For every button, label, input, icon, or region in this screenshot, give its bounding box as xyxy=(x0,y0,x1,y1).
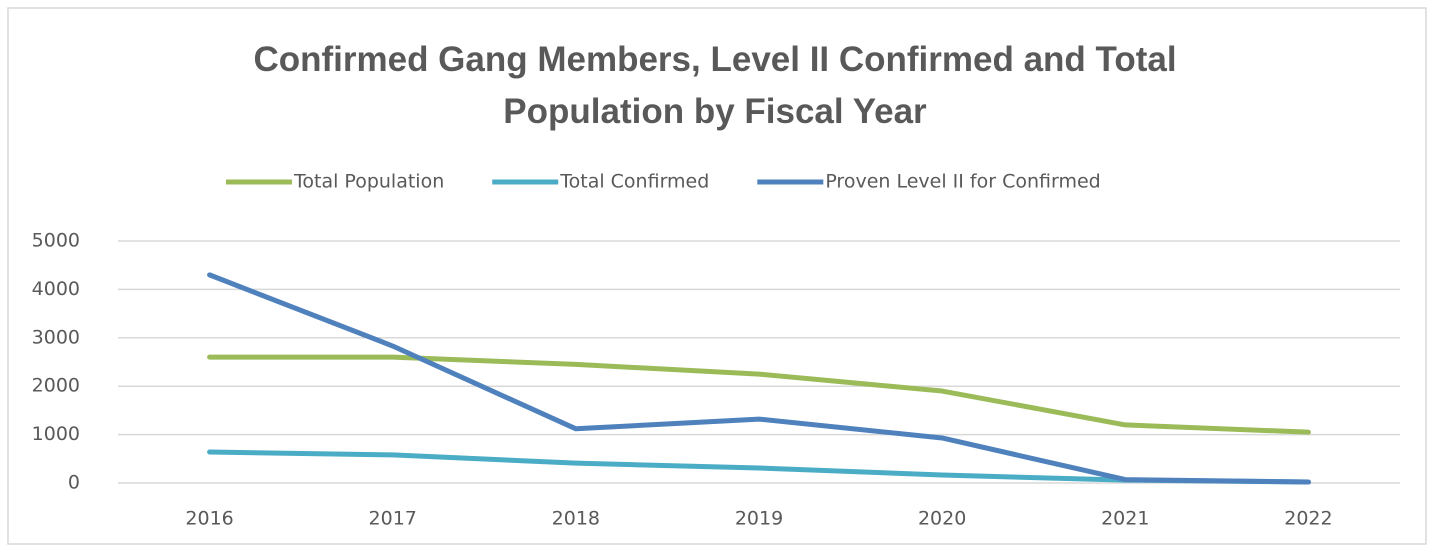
series-line xyxy=(207,354,1311,435)
x-tick-label: 2018 xyxy=(552,508,600,530)
y-tick-label: 4000 xyxy=(32,278,80,300)
y-tick-label: 0 xyxy=(68,472,80,494)
x-tick-label: 2016 xyxy=(185,508,233,530)
legend-label: Total Confirmed xyxy=(559,171,709,193)
x-tick-label: 2019 xyxy=(735,508,783,530)
y-tick-label: 2000 xyxy=(32,375,80,397)
y-tick-label: 3000 xyxy=(32,326,80,348)
legend-label: Total Population xyxy=(293,171,444,193)
x-tick-label: 2020 xyxy=(918,508,966,530)
x-tick-label: 2021 xyxy=(1101,508,1149,530)
y-tick-label: 5000 xyxy=(32,230,80,252)
legend-label: Proven Level II for Confirmed xyxy=(825,171,1100,193)
x-tick-label: 2017 xyxy=(369,508,417,530)
series-line xyxy=(207,272,1311,485)
chart-title: Confirmed Gang Members, Level II Confirm… xyxy=(253,40,1177,131)
x-tick-label: 2022 xyxy=(1284,508,1332,530)
y-tick-label: 1000 xyxy=(32,423,80,445)
